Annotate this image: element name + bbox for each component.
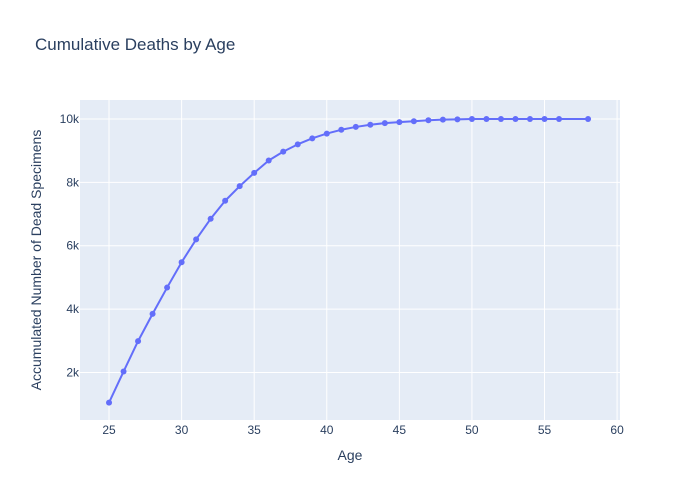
data-point xyxy=(381,120,388,127)
data-point xyxy=(541,116,548,123)
x-tick-label: 40 xyxy=(320,423,334,437)
y-tick-label: 6k xyxy=(66,239,80,253)
y-tick-label: 10k xyxy=(60,112,80,126)
x-tick-label: 60 xyxy=(610,423,624,437)
chart-title: Cumulative Deaths by Age xyxy=(35,35,235,54)
y-tick-labels: 2k 4k 6k 8k 10k xyxy=(60,112,80,379)
plot-area xyxy=(80,100,620,420)
x-tick-label: 55 xyxy=(538,423,552,437)
data-point xyxy=(149,310,156,317)
x-axis-title: Age xyxy=(338,447,363,463)
data-point xyxy=(468,116,475,123)
data-point xyxy=(251,169,258,176)
data-point xyxy=(497,116,504,123)
x-tick-label: 25 xyxy=(102,423,116,437)
data-point xyxy=(309,135,316,142)
y-tick-label: 4k xyxy=(66,302,80,316)
series-layer xyxy=(106,116,592,406)
data-point xyxy=(222,197,229,204)
data-point xyxy=(410,118,417,125)
data-point xyxy=(236,183,243,190)
data-point xyxy=(280,148,287,155)
y-gridlines xyxy=(80,118,620,373)
data-point xyxy=(527,116,533,123)
data-point xyxy=(396,119,403,126)
data-point xyxy=(512,116,519,123)
data-point xyxy=(352,123,359,130)
data-point xyxy=(207,215,214,222)
data-point xyxy=(483,116,490,123)
data-point xyxy=(294,141,301,148)
data-point xyxy=(323,130,330,137)
x-tick-label: 45 xyxy=(393,423,407,437)
y-tick-label: 2k xyxy=(66,365,80,379)
data-point xyxy=(164,284,171,291)
data-point xyxy=(338,126,345,133)
data-point xyxy=(193,236,200,243)
x-tick-labels: 25 30 35 40 45 50 55 60 xyxy=(102,423,624,437)
x-tick-label: 30 xyxy=(175,423,189,437)
data-point xyxy=(454,116,461,123)
data-point xyxy=(265,157,272,164)
data-point xyxy=(367,121,374,128)
x-tick-label: 50 xyxy=(465,423,479,437)
data-point xyxy=(178,259,185,266)
data-point xyxy=(439,116,446,123)
y-axis-title: Accumulated Number of Dead Specimens xyxy=(28,130,44,391)
data-point xyxy=(425,117,432,124)
data-point xyxy=(556,116,563,123)
data-point xyxy=(120,368,127,375)
data-point xyxy=(585,116,592,123)
data-point xyxy=(135,338,142,345)
data-point xyxy=(106,399,113,406)
x-tick-label: 35 xyxy=(248,423,262,437)
y-tick-label: 8k xyxy=(66,175,80,189)
